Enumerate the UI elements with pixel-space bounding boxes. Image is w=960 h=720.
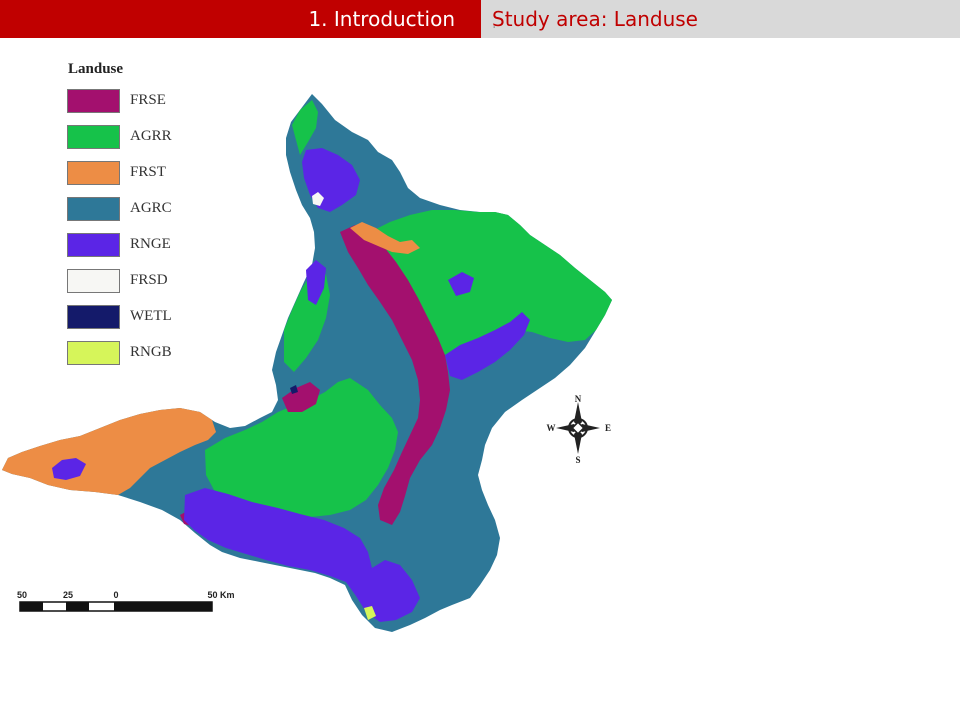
section-title: 1. Introduction	[308, 7, 455, 31]
map-region-rnge-lake	[448, 272, 474, 296]
scale-segment-2	[66, 602, 89, 611]
map-region-frse-band	[340, 225, 450, 525]
legend-swatch-agrr	[67, 125, 120, 149]
scale-tick-50-km: 50 Km	[207, 590, 234, 600]
legend-label-wetl: WETL	[130, 308, 172, 324]
legend-swatch-rnge	[67, 233, 120, 257]
section-header: 1. Introduction	[0, 0, 481, 38]
scale-tick-25: 25	[63, 590, 73, 600]
legend-swatch-rngb	[67, 341, 120, 365]
map-region-rnge-mid	[306, 260, 326, 305]
legend-swatch-frsd	[67, 269, 120, 293]
legend-swatch-frse	[67, 89, 120, 113]
map-region-rnge-east	[445, 312, 530, 380]
legend-title: Landuse	[68, 61, 124, 77]
compass-label-s: S	[575, 455, 580, 465]
compass-rose-icon: N S W E	[547, 394, 612, 465]
map-region-agrr-east	[370, 210, 612, 358]
legend-swatch-agrc	[67, 197, 120, 221]
scale-tick-50-left: 50	[17, 590, 27, 600]
slide-title: Study area: Landuse	[492, 7, 698, 31]
scale-segment-3	[114, 602, 212, 611]
legend-label-rnge: RNGE	[130, 236, 171, 252]
legend-label-frse: FRSE	[130, 92, 166, 108]
legend-label-agrr: AGRR	[130, 128, 172, 144]
map-region-frst-patch	[350, 222, 420, 254]
map-region-frsd-patch	[312, 192, 324, 206]
map-region-rngb-patch	[364, 606, 376, 620]
legend-swatch-frst	[67, 161, 120, 185]
map-region-agrr-central	[205, 378, 398, 517]
compass-label-w: W	[547, 423, 556, 433]
compass-east-point	[578, 424, 600, 432]
legend-label-frst: FRST	[130, 164, 166, 180]
map-region-rnge-west	[52, 458, 86, 480]
legend-label-frsd: FRSD	[130, 272, 168, 288]
map-region-wetl-patch	[290, 385, 298, 394]
header-marker: .	[492, 16, 497, 32]
legend-label-rngb: RNGB	[130, 344, 172, 360]
compass-center	[571, 421, 585, 435]
compass-ring	[568, 418, 588, 438]
compass-west-point	[556, 424, 578, 432]
compass-label-n: N	[575, 394, 582, 404]
scale-segment-1	[20, 602, 43, 611]
legend-label-agrc: AGRC	[130, 200, 172, 216]
scale-tick-0: 0	[113, 590, 118, 600]
legend-swatch-wetl	[67, 305, 120, 329]
map-region-agrr-north	[292, 100, 318, 155]
scale-bar: 50 25 0 50 Km	[17, 590, 235, 612]
landuse-map	[2, 94, 612, 632]
slide-title-bar: Study area: Landuse .	[481, 0, 960, 38]
compass-label-e: E	[605, 423, 611, 433]
map-region-rnge-south	[184, 488, 420, 622]
map-region-frse-west	[282, 382, 320, 412]
